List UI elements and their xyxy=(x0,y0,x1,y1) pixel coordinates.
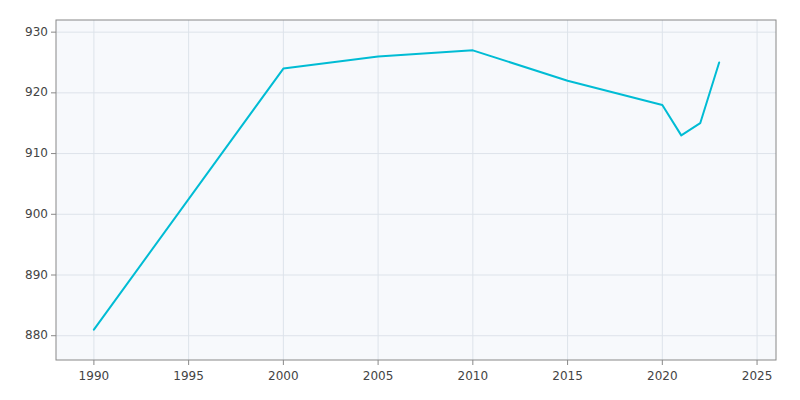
x-grid-line xyxy=(283,20,284,360)
y-tick xyxy=(51,275,56,276)
y-tick-label: 910 xyxy=(25,146,48,160)
y-tick-label: 930 xyxy=(25,25,48,39)
y-tick xyxy=(51,214,56,215)
x-grid-line xyxy=(662,20,663,360)
x-tick xyxy=(757,360,758,365)
chart-svg: 880 890 900 910 920 930 1990 1995 2000 2005 2010 20… xyxy=(0,0,800,400)
x-tick xyxy=(662,360,663,365)
x-tick xyxy=(378,360,379,365)
y-tick-label: 880 xyxy=(25,328,48,342)
x-grid-line xyxy=(472,20,473,360)
x-tick-label: 1995 xyxy=(173,369,204,383)
x-grid-line xyxy=(567,20,568,360)
x-grid-line xyxy=(757,20,758,360)
y-tick xyxy=(51,32,56,33)
y-tick xyxy=(51,92,56,93)
y-tick-label: 900 xyxy=(25,207,48,221)
y-grid-line xyxy=(56,32,776,33)
y-tick xyxy=(51,153,56,154)
x-tick-label: 2010 xyxy=(458,369,489,383)
x-tick-label: 2000 xyxy=(268,369,299,383)
x-tick-label: 2025 xyxy=(742,369,773,383)
data-layer xyxy=(94,50,719,329)
data-line xyxy=(94,50,719,329)
y-grid-line xyxy=(56,92,776,93)
x-tick xyxy=(567,360,568,365)
axes: 880 890 900 910 920 930 1990 1995 2000 2005 2010 20… xyxy=(25,25,772,383)
x-grid-line xyxy=(93,20,94,360)
x-tick-label: 2005 xyxy=(363,369,394,383)
x-grid-line xyxy=(378,20,379,360)
x-tick-label: 1990 xyxy=(79,369,110,383)
y-grid-line xyxy=(56,335,776,336)
x-tick-label: 2020 xyxy=(647,369,678,383)
y-tick-label: 920 xyxy=(25,85,48,99)
grid xyxy=(56,20,776,360)
x-tick xyxy=(283,360,284,365)
y-tick xyxy=(51,335,56,336)
plot-area xyxy=(56,20,776,360)
y-grid-line xyxy=(56,214,776,215)
y-grid-line xyxy=(56,275,776,276)
x-grid-line xyxy=(188,20,189,360)
x-tick xyxy=(472,360,473,365)
x-tick-label: 2015 xyxy=(552,369,583,383)
x-tick xyxy=(93,360,94,365)
chart-container: 880 890 900 910 920 930 1990 1995 2000 2005 2010 20… xyxy=(0,0,800,400)
y-grid-line xyxy=(56,153,776,154)
y-tick-label: 890 xyxy=(25,268,48,282)
x-tick xyxy=(188,360,189,365)
plot-frame xyxy=(56,20,776,360)
